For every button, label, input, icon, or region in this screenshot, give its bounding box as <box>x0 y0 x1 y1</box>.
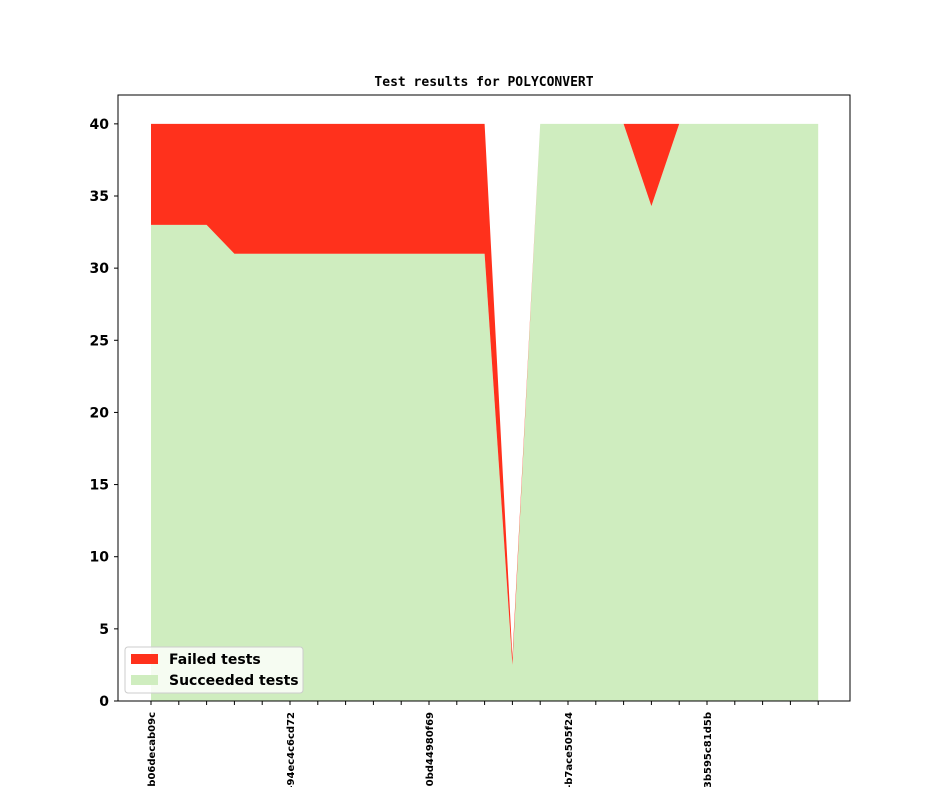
y-axis: 0 5 10 15 20 25 30 35 40 <box>90 117 118 710</box>
plot-areas <box>151 123 819 701</box>
legend-label-failed: Failed tests <box>169 652 261 668</box>
y-tick-label: 10 <box>90 550 110 566</box>
plot-frame <box>117 94 851 702</box>
y-tick-label: 25 <box>90 333 109 349</box>
y-tick-label: 5 <box>99 622 109 638</box>
succeeded-area <box>151 123 819 701</box>
legend-swatch-failed <box>131 654 158 664</box>
y-tick-label: 20 <box>90 405 110 421</box>
x-tick-label: 0bd44980f69 <box>425 712 436 786</box>
x-tick-label: 3b595c81d5b <box>703 712 714 787</box>
failed-area <box>151 123 819 665</box>
legend-swatch-succeeded <box>131 675 158 685</box>
x-tick-label: -b06decab09c <box>147 712 158 787</box>
y-tick-label: 30 <box>90 261 110 277</box>
y-tick-label: 15 <box>90 478 109 494</box>
x-tick-label: -94ec4c6cd72 <box>286 712 297 787</box>
legend-label-succeeded: Succeeded tests <box>169 673 299 689</box>
y-tick-label: 0 <box>99 694 109 710</box>
x-axis: -b06decab09c -94ec4c6cd72 0bd44980f69 -b7ac… <box>147 701 819 787</box>
chart-title: Test results for POLYCONVERT <box>374 75 593 90</box>
x-tick-label: -b7ace505f24 <box>564 712 575 787</box>
y-tick-label: 35 <box>90 189 109 205</box>
legend: Failed tests Succeeded tests <box>124 646 304 694</box>
y-tick-label: 40 <box>90 117 110 133</box>
legend-box <box>124 646 304 694</box>
